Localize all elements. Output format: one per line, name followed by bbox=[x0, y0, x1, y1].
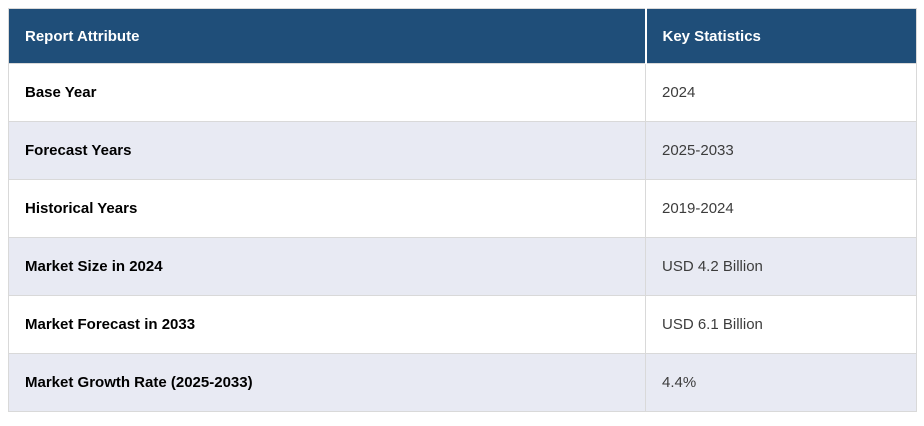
table-row: Base Year 2024 bbox=[8, 63, 917, 122]
attribute-market-size-2024: Market Size in 2024 bbox=[8, 237, 646, 296]
table-row: Historical Years 2019-2024 bbox=[8, 179, 917, 238]
value-market-forecast-2033: USD 6.1 Billion bbox=[645, 295, 917, 354]
attribute-market-forecast-2033: Market Forecast in 2033 bbox=[8, 295, 646, 354]
column-header-key-statistics: Key Statistics bbox=[645, 8, 917, 64]
attribute-historical-years: Historical Years bbox=[8, 179, 646, 238]
report-statistics-table: Report Attribute Key Statistics Base Yea… bbox=[8, 8, 917, 412]
table-row: Market Growth Rate (2025-2033) 4.4% bbox=[8, 353, 917, 412]
table-body: Base Year 2024 Forecast Years 2025-2033 … bbox=[8, 63, 917, 412]
attribute-market-growth-rate: Market Growth Rate (2025-2033) bbox=[8, 353, 646, 412]
value-market-size-2024: USD 4.2 Billion bbox=[645, 237, 917, 296]
table-row: Market Size in 2024 USD 4.2 Billion bbox=[8, 237, 917, 296]
header-row: Report Attribute Key Statistics bbox=[8, 8, 917, 64]
column-header-report-attribute: Report Attribute bbox=[8, 8, 647, 64]
attribute-forecast-years: Forecast Years bbox=[8, 121, 646, 180]
value-market-growth-rate: 4.4% bbox=[645, 353, 917, 412]
attribute-base-year: Base Year bbox=[8, 63, 646, 122]
table-row: Forecast Years 2025-2033 bbox=[8, 121, 917, 180]
value-forecast-years: 2025-2033 bbox=[645, 121, 917, 180]
value-historical-years: 2019-2024 bbox=[645, 179, 917, 238]
table-header: Report Attribute Key Statistics bbox=[8, 8, 917, 64]
table-row: Market Forecast in 2033 USD 6.1 Billion bbox=[8, 295, 917, 354]
value-base-year: 2024 bbox=[645, 63, 917, 122]
